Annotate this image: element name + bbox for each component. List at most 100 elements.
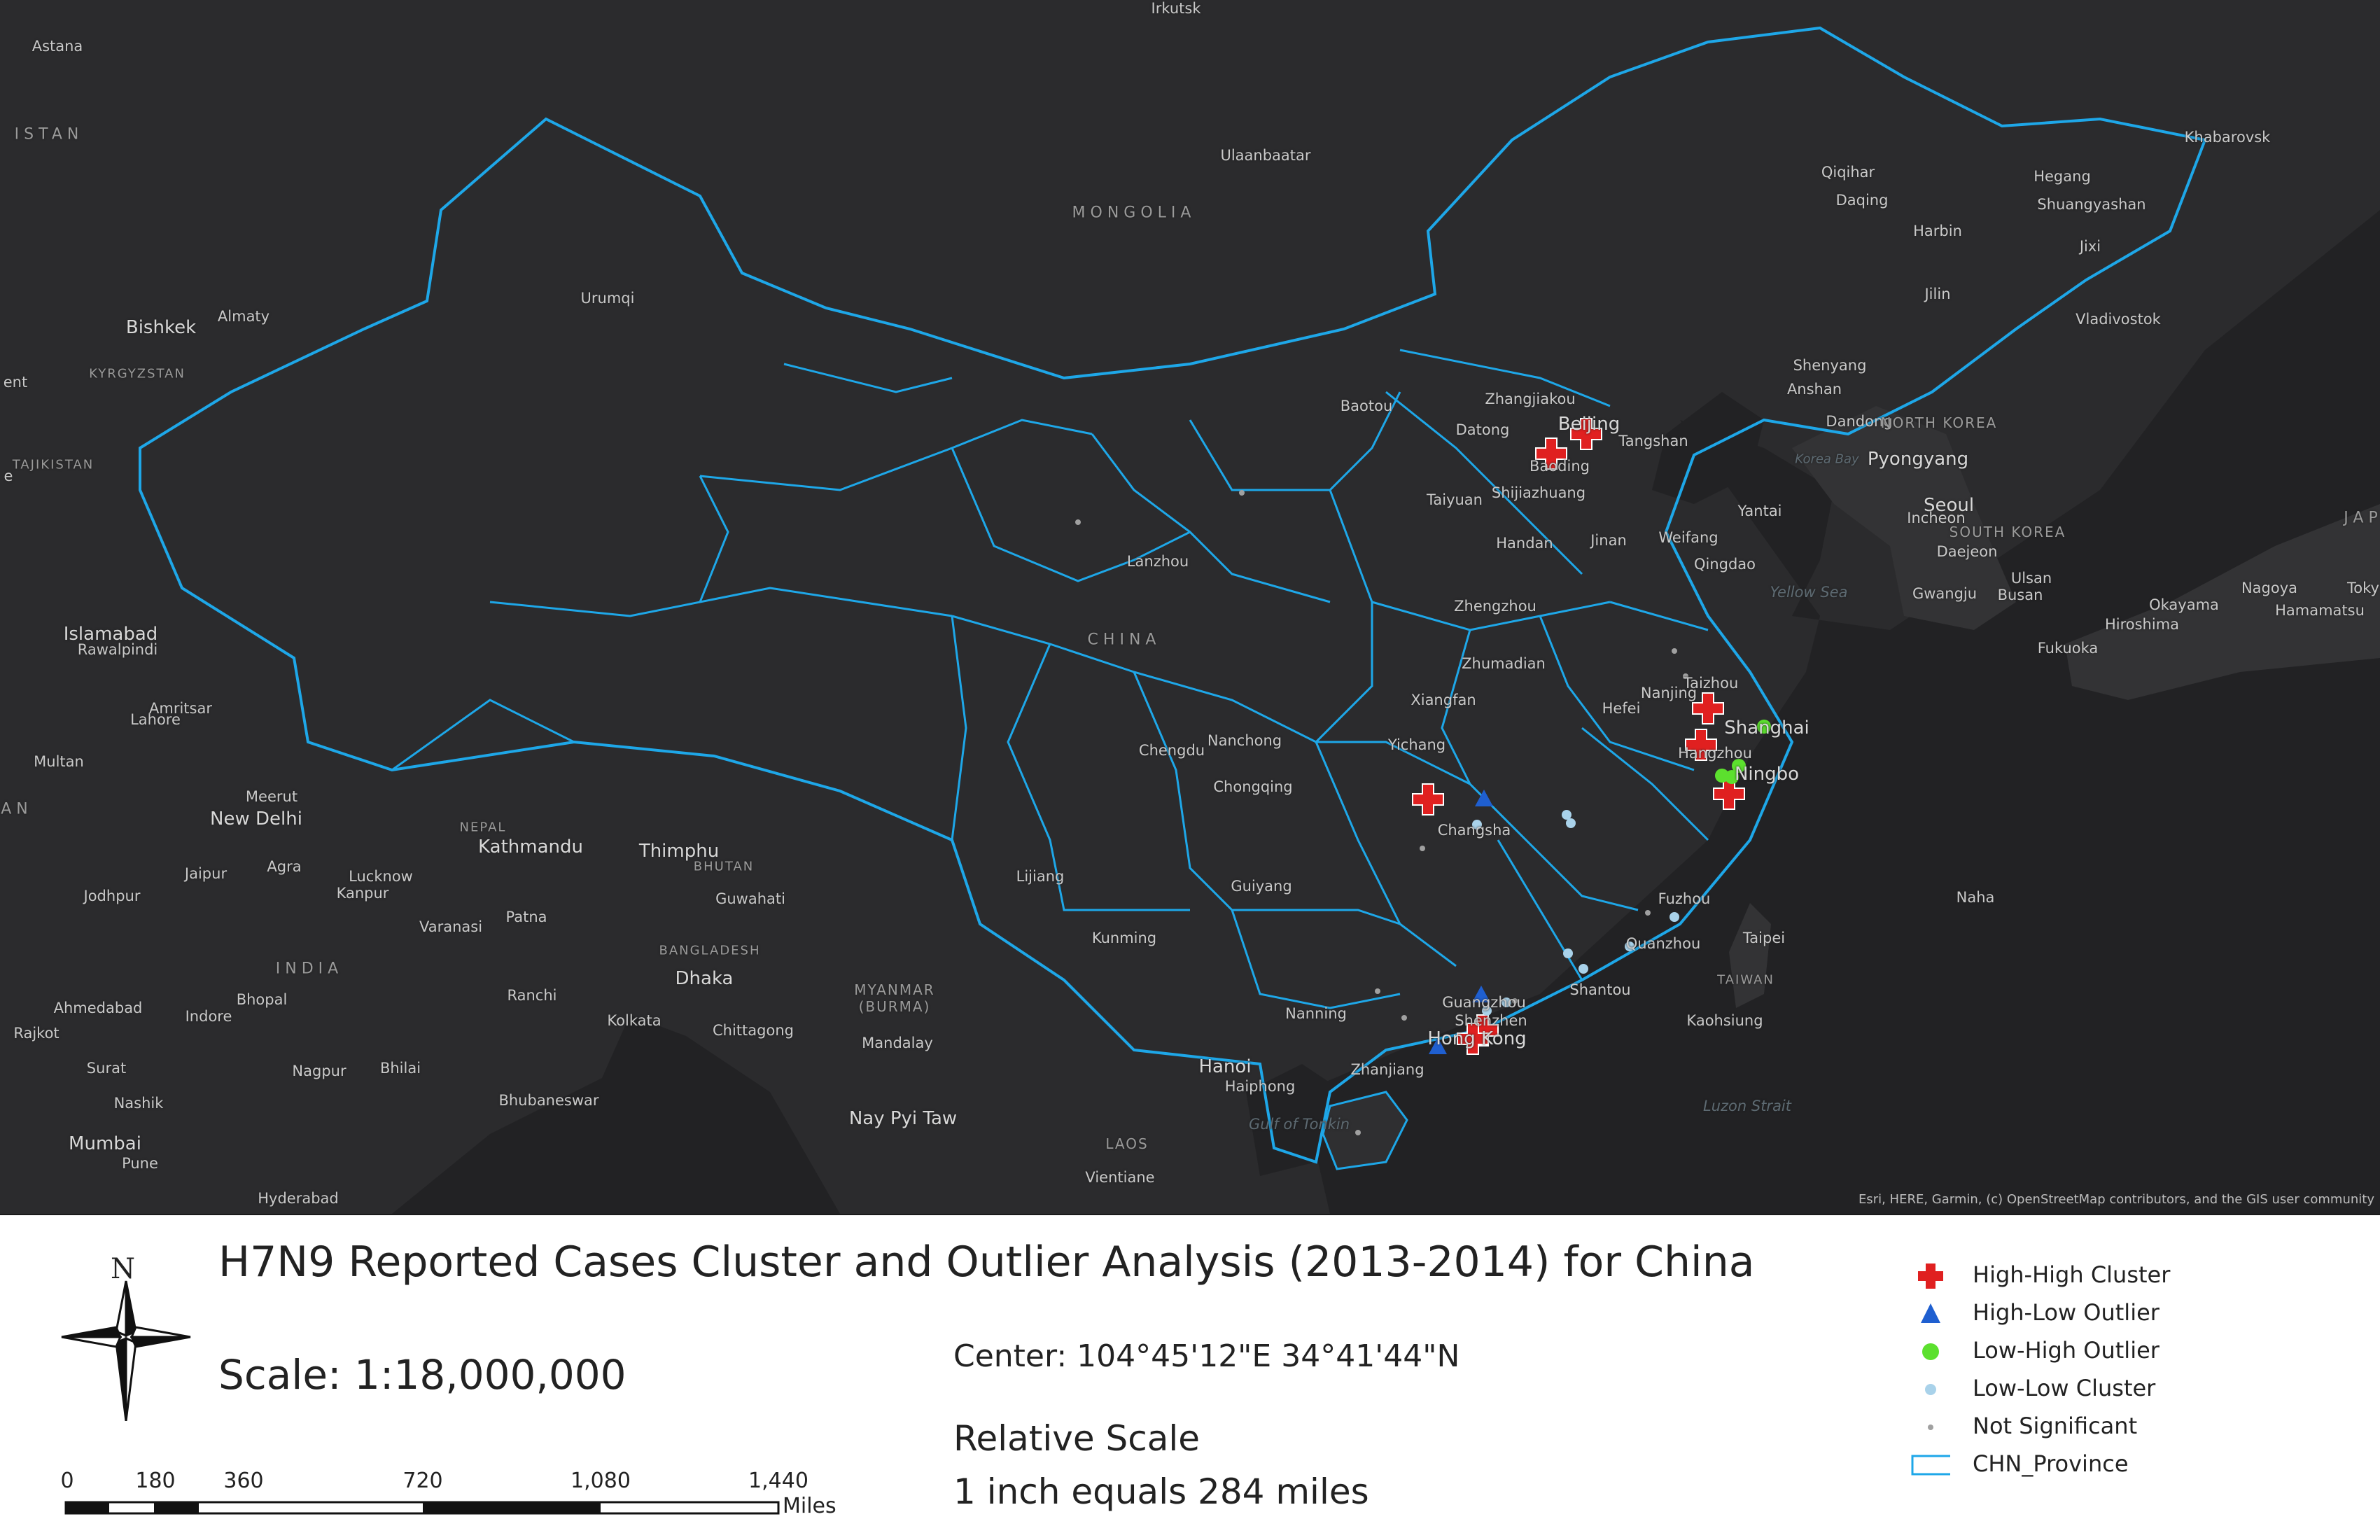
label-nagoya: Nagoya [2241, 580, 2298, 596]
cluster-points [1075, 418, 1771, 1135]
label-dandong: Dandong [1826, 413, 1893, 430]
label-luzon-strait: Luzon Strait [1703, 1098, 1791, 1114]
label-jinan: Jinan [1590, 532, 1627, 549]
label-baoding: Baoding [1530, 458, 1590, 475]
low-low-cluster-marker[interactable] [1625, 941, 1634, 951]
label-lanzhou: Lanzhou [1126, 553, 1189, 570]
high-high-cluster-marker[interactable] [1570, 418, 1602, 450]
low-high-outlier-marker[interactable] [1725, 770, 1739, 784]
label-pune: Pune [122, 1155, 158, 1172]
low-low-cluster-marker[interactable] [1578, 964, 1588, 974]
label-qiqihar: Qiqihar [1821, 164, 1875, 181]
label-bhopal: Bhopal [236, 991, 288, 1008]
not-significant-marker[interactable] [1512, 998, 1518, 1004]
label-ningbo: Ningbo [1734, 764, 1800, 785]
relative-scale-value: 1 inch equals 284 miles [953, 1471, 1369, 1512]
low-high-outlier-marker[interactable] [1732, 759, 1746, 773]
legend-item-high-high: High-High Cluster [1911, 1257, 2331, 1295]
label-dhaka: Dhaka [675, 968, 734, 989]
label-bangladesh: BANGLADESH [659, 943, 761, 958]
label-shantou: Shantou [1569, 981, 1631, 998]
label-shuangyashan: Shuangyashan [2037, 196, 2146, 213]
label-fukuoka: Fukuoka [2037, 640, 2099, 657]
label-lijiang: Lijiang [1016, 868, 1065, 885]
map-canvas[interactable] [0, 0, 2380, 1214]
high-low-outlier-marker[interactable] [1429, 1037, 1447, 1054]
label-thimphu: Thimphu [638, 841, 720, 862]
green-circle-icon [1922, 1343, 1939, 1360]
low-low-cluster-marker[interactable] [1482, 1006, 1492, 1016]
scale-bar [64, 1501, 780, 1515]
label-zhanjiang: Zhanjiang [1350, 1061, 1424, 1078]
label-anshan: Anshan [1786, 381, 1842, 398]
high-high-cluster-marker[interactable] [1692, 692, 1724, 724]
label-naha: Naha [1956, 889, 1995, 906]
label-e: e [4, 468, 13, 484]
label-kyrgyzstan: KYRGYZSTAN [89, 366, 186, 382]
not-significant-marker[interactable] [1645, 910, 1651, 916]
low-low-cluster-marker[interactable] [1562, 810, 1572, 820]
province-outline-icon [1911, 1455, 1950, 1476]
label-zhangjiakou: Zhangjiakou [1485, 391, 1576, 407]
label-shijiazhuang: Shijiazhuang [1491, 484, 1586, 501]
not-significant-marker[interactable] [1375, 988, 1380, 994]
scale-tick-1080: 1,080 [570, 1469, 631, 1493]
label-handan: Handan [1496, 535, 1553, 552]
label-tashkent: ent [3, 374, 28, 391]
map-view[interactable]: Irkutsk Astana ISTAN Ulaanbaatar MONGOLI… [0, 0, 2380, 1215]
legend-item-province: CHN_Province [1911, 1446, 2331, 1484]
low-low-cluster-marker[interactable] [1472, 820, 1482, 830]
label-islamabad: Islamabad [63, 624, 158, 645]
label-khabarovsk: Khabarovsk [2184, 129, 2271, 146]
low-low-cluster-marker[interactable] [1502, 997, 1511, 1007]
low-low-cluster-marker[interactable] [1566, 818, 1576, 828]
label-lahore: Lahore [130, 711, 181, 728]
label-kaohsiung: Kaohsiung [1686, 1012, 1763, 1029]
high-high-cluster-marker[interactable] [1535, 438, 1567, 470]
label-weifang: Weifang [1658, 529, 1718, 546]
label-tokyo: Toky [2347, 580, 2379, 596]
high-high-cluster-marker[interactable] [1412, 783, 1444, 816]
low-low-cluster-marker[interactable] [1670, 912, 1679, 922]
legend-label: Low-Low Cluster [1973, 1375, 2156, 1401]
label-shanghai: Shanghai [1724, 718, 1809, 738]
high-high-cluster-marker[interactable] [1713, 778, 1745, 810]
hainan-outline [1322, 1091, 1408, 1170]
label-xiangfan: Xiangfan [1410, 692, 1476, 708]
high-high-cluster-marker[interactable] [1685, 729, 1717, 761]
high-low-outlier-marker[interactable] [1475, 790, 1493, 806]
high-low-outlier-marker[interactable] [1472, 986, 1490, 1002]
not-significant-marker[interactable] [1683, 673, 1688, 679]
low-low-cluster-marker[interactable] [1563, 948, 1573, 958]
not-significant-marker[interactable] [1075, 519, 1081, 525]
not-significant-marker[interactable] [1672, 648, 1677, 654]
label-jixi: Jixi [2079, 238, 2101, 255]
not-significant-marker[interactable] [1420, 846, 1425, 851]
label-ahmedabad: Ahmedabad [53, 1000, 143, 1016]
label-okayama: Okayama [2149, 596, 2219, 613]
scale-unit: Miles [783, 1494, 836, 1518]
not-significant-marker[interactable] [1355, 1130, 1361, 1135]
label-tajikistan: TAJIKISTAN [12, 457, 94, 472]
legend-item-high-low: High-Low Outlier [1911, 1295, 2331, 1333]
label-taiwan: TAIWAN [1717, 972, 1774, 988]
label-bishkek: Bishkek [125, 317, 197, 338]
label-yantai: Yantai [1737, 503, 1782, 519]
label-beijing: Beijing [1558, 414, 1620, 435]
label-guangzhou: Guangzhou [1442, 994, 1526, 1011]
label-urumqi: Urumqi [580, 290, 635, 307]
not-significant-marker[interactable] [1239, 490, 1245, 496]
legend-item-not-significant: Not Significant [1911, 1408, 2331, 1446]
low-high-outlier-marker[interactable] [1757, 720, 1771, 734]
label-multan: Multan [34, 753, 84, 770]
label-north-korea: NORTH KOREA [1880, 414, 1998, 431]
high-high-cluster-marker[interactable] [1457, 1023, 1489, 1055]
label-chengdu: Chengdu [1138, 742, 1205, 759]
label-guiyang: Guiyang [1231, 878, 1292, 895]
label-bhutan: BHUTAN [693, 859, 755, 874]
label-kunming: Kunming [1091, 930, 1157, 946]
center-coordinates: Center: 104°45'12"E 34°41'44"N [953, 1338, 1460, 1374]
label-ulaanbaatar: Ulaanbaatar [1220, 147, 1311, 164]
not-significant-marker[interactable] [1401, 1015, 1407, 1021]
label-nanjing: Nanjing [1640, 685, 1698, 701]
